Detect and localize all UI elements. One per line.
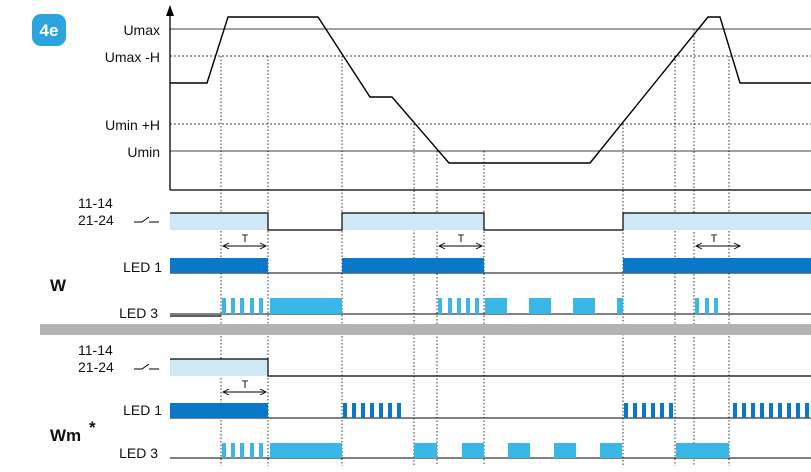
contact-label-bottom: 21-24 bbox=[78, 212, 114, 228]
delay-marker-1 bbox=[221, 242, 268, 250]
umin-h-label: Umin +H bbox=[105, 117, 160, 133]
wm-mode-asterisk: * bbox=[89, 418, 96, 437]
contact-label-top: 11-14 bbox=[78, 195, 113, 211]
threshold-lines bbox=[170, 28, 811, 152]
w-mode-label: W bbox=[50, 276, 67, 295]
mode-badge: 4e bbox=[32, 14, 66, 46]
wm-led3-trace bbox=[222, 443, 729, 458]
delay-marker-2 bbox=[437, 242, 484, 250]
wm-led1-label: LED 1 bbox=[123, 402, 162, 418]
contact-label-top: 11-14 bbox=[78, 342, 113, 358]
w-led3-label: LED 3 bbox=[119, 305, 158, 321]
badge-label: 4e bbox=[40, 21, 59, 40]
wm-mode-section: 11-14 21-24 T Wm * LED 1 bbox=[50, 342, 811, 461]
wm-led3-label: LED 3 bbox=[119, 445, 158, 461]
delay-label: T bbox=[242, 379, 249, 391]
event-lines bbox=[220, 29, 730, 466]
section-separator bbox=[40, 324, 811, 335]
relay-contact-trace bbox=[170, 358, 811, 377]
delay-label: T bbox=[242, 233, 249, 245]
delay-label: T bbox=[711, 233, 718, 245]
contact-switch-icon bbox=[134, 363, 159, 370]
w-mode-section: 11-14 21-24 T T T W bbox=[50, 195, 811, 321]
contact-label-bottom: 21-24 bbox=[78, 359, 114, 375]
w-led3-trace bbox=[222, 298, 718, 314]
wm-mode-label: Wm bbox=[50, 426, 81, 445]
w-led1-label: LED 1 bbox=[123, 259, 162, 275]
delay-marker-wm bbox=[221, 388, 268, 396]
voltage-waveform bbox=[170, 16, 811, 164]
contact-switch-icon bbox=[134, 216, 159, 223]
w-led1-trace bbox=[170, 258, 811, 273]
wm-led1-trace bbox=[170, 403, 809, 418]
umax-h-label: Umax -H bbox=[105, 49, 160, 65]
delay-label: T bbox=[458, 233, 465, 245]
threshold-labels: Umax Umax -H Umin +H Umin bbox=[105, 22, 160, 160]
delay-marker-3 bbox=[694, 242, 742, 250]
umin-label: Umin bbox=[127, 144, 160, 160]
relay-contact-trace bbox=[170, 212, 811, 231]
umax-label: Umax bbox=[123, 22, 160, 38]
voltage-axis bbox=[166, 5, 811, 191]
